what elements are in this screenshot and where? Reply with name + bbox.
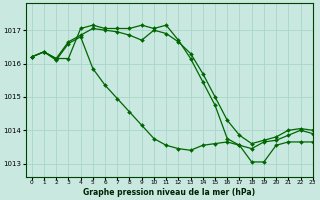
X-axis label: Graphe pression niveau de la mer (hPa): Graphe pression niveau de la mer (hPa) [83, 188, 255, 197]
